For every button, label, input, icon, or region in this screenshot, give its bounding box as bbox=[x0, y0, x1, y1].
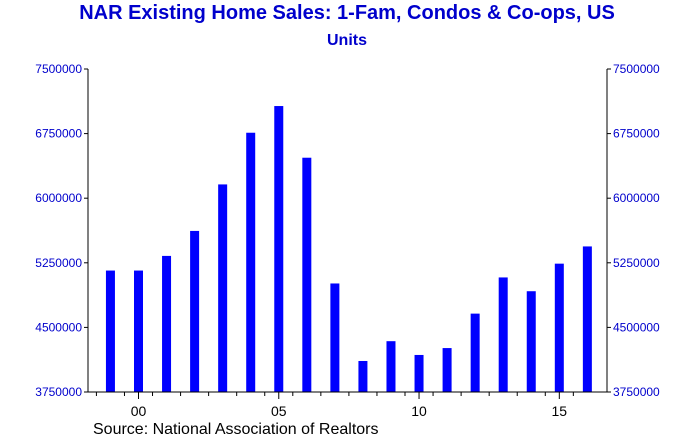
bar-2005 bbox=[274, 106, 284, 392]
x-tick-label: 05 bbox=[271, 403, 287, 419]
bar-2002 bbox=[190, 230, 200, 392]
y-tick-label-right: 4500000 bbox=[613, 320, 660, 334]
y-tick-label-right: 5250000 bbox=[613, 256, 660, 270]
axes-group bbox=[84, 68, 611, 399]
y-tick-label-left: 4500000 bbox=[35, 320, 82, 334]
y-tick-label-right: 6750000 bbox=[613, 127, 660, 141]
source-note: Source: National Association of Realtors bbox=[93, 421, 379, 438]
bar-2013 bbox=[498, 277, 508, 392]
chart-subtitle: Units bbox=[327, 32, 367, 49]
bar-2006 bbox=[302, 157, 312, 392]
bar-2001 bbox=[162, 255, 172, 392]
y-tick-label-left: 3750000 bbox=[35, 385, 82, 399]
bar-2011 bbox=[442, 348, 452, 392]
labels-group: 3750000 3750000 4500000 4500000 5250000 52500… bbox=[35, 62, 660, 419]
bar-2012 bbox=[470, 313, 480, 392]
y-tick-label-right: 7500000 bbox=[613, 62, 660, 76]
bar-2007 bbox=[330, 283, 340, 392]
y-tick-label-right: 6000000 bbox=[613, 191, 660, 205]
bars-group bbox=[105, 106, 592, 393]
bar-2000 bbox=[134, 270, 143, 392]
bar-2003 bbox=[218, 184, 228, 392]
bar-2010 bbox=[414, 354, 424, 392]
bar-1999 bbox=[105, 270, 115, 392]
x-tick-label: 15 bbox=[552, 403, 568, 419]
y-tick-label-left: 6750000 bbox=[35, 127, 82, 141]
bar-2004 bbox=[246, 132, 256, 393]
y-tick-label-left: 6000000 bbox=[35, 191, 82, 205]
y-tick-label-left: 5250000 bbox=[35, 256, 82, 270]
bar-2016 bbox=[582, 246, 592, 392]
bar-2008 bbox=[358, 360, 368, 392]
y-tick-label-right: 3750000 bbox=[613, 385, 660, 399]
bar-2014 bbox=[526, 291, 536, 392]
x-tick-label: 00 bbox=[131, 403, 147, 419]
bar-2015 bbox=[554, 263, 564, 392]
chart-title: NAR Existing Home Sales: 1-Fam, Condos &… bbox=[79, 2, 615, 24]
x-tick-label: 10 bbox=[411, 403, 427, 419]
bar-2009 bbox=[386, 341, 396, 392]
y-tick-label-left: 7500000 bbox=[35, 62, 82, 76]
